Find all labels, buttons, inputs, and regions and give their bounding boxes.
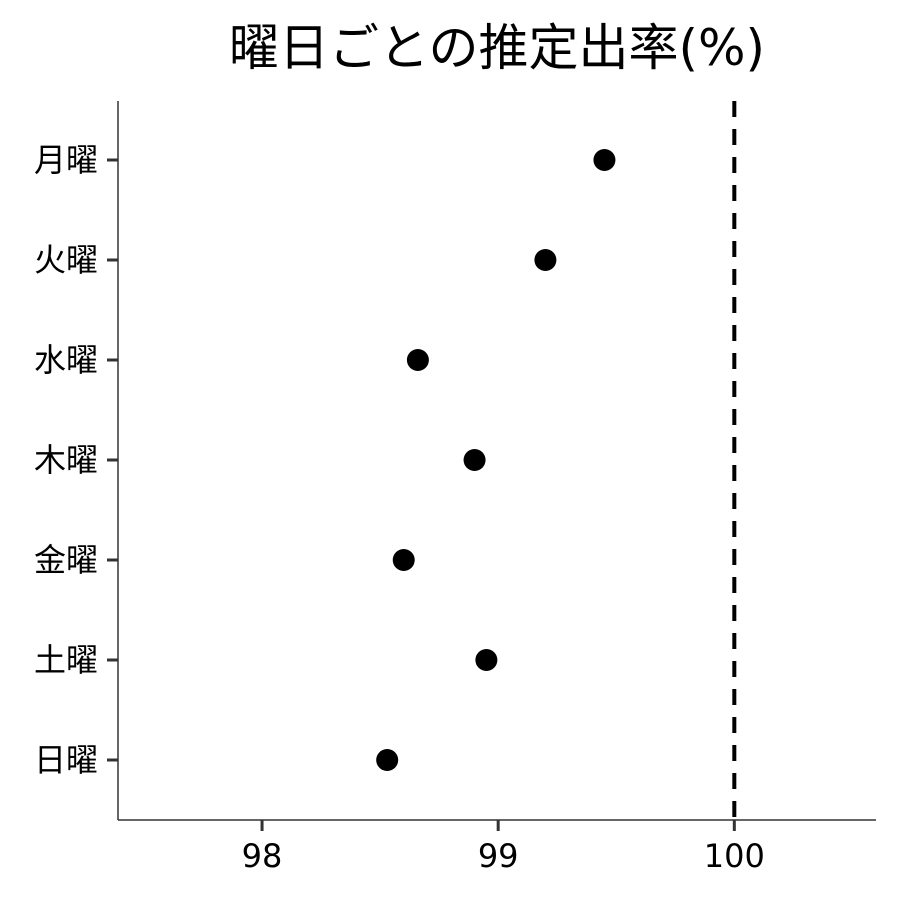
chart-title: 曜日ごとの推定出率(%) [229, 19, 765, 77]
y-tick-label: 火曜 [34, 241, 98, 279]
y-tick-label: 金曜 [34, 541, 98, 579]
data-point [376, 749, 399, 771]
data-point [475, 649, 498, 671]
data-point [593, 149, 616, 171]
data-point [406, 349, 429, 371]
x-tick-label: 99 [478, 837, 519, 875]
data-point [463, 449, 486, 471]
y-tick-label: 日曜 [34, 741, 98, 779]
y-tick-label: 木曜 [34, 441, 98, 479]
x-tick-label: 98 [242, 837, 283, 875]
y-tick-label: 月曜 [34, 141, 98, 179]
data-point [392, 549, 415, 571]
data-point [534, 249, 557, 271]
y-tick-label: 土曜 [34, 641, 98, 679]
y-tick-label: 水曜 [34, 341, 98, 379]
x-tick-label: 100 [704, 837, 765, 875]
